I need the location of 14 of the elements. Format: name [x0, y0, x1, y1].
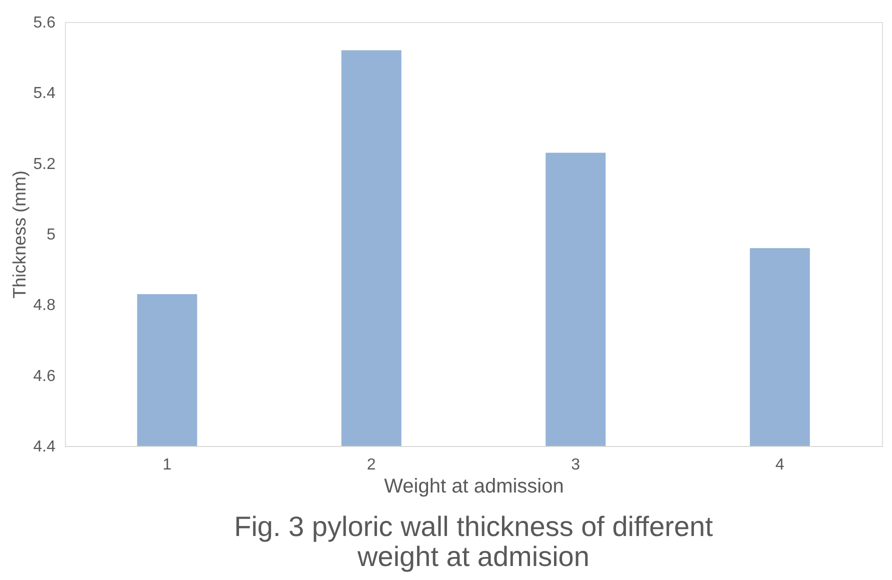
x-axis-title: Weight at admission: [384, 476, 564, 498]
x-tick-label: 1: [162, 456, 172, 474]
x-tick-label: 4: [775, 456, 784, 474]
y-tick-label: 5.2: [33, 156, 56, 173]
x-tick-label: 2: [366, 456, 376, 474]
y-tick-label: 5.6: [33, 14, 56, 32]
text: Fig. 3 pyloric wall thickness of different weight at admision: [234, 511, 714, 572]
y-tick-label: 4.8: [33, 297, 56, 314]
y-tick-label: 4.6: [33, 368, 56, 385]
y-axis-title: Thickness (mm): [9, 170, 30, 299]
y-tick-label: 5: [46, 226, 56, 244]
y-tick-label: 5.4: [33, 85, 56, 102]
x-tick-label: 3: [571, 456, 580, 474]
y-tick-label: 4.4: [33, 438, 56, 456]
